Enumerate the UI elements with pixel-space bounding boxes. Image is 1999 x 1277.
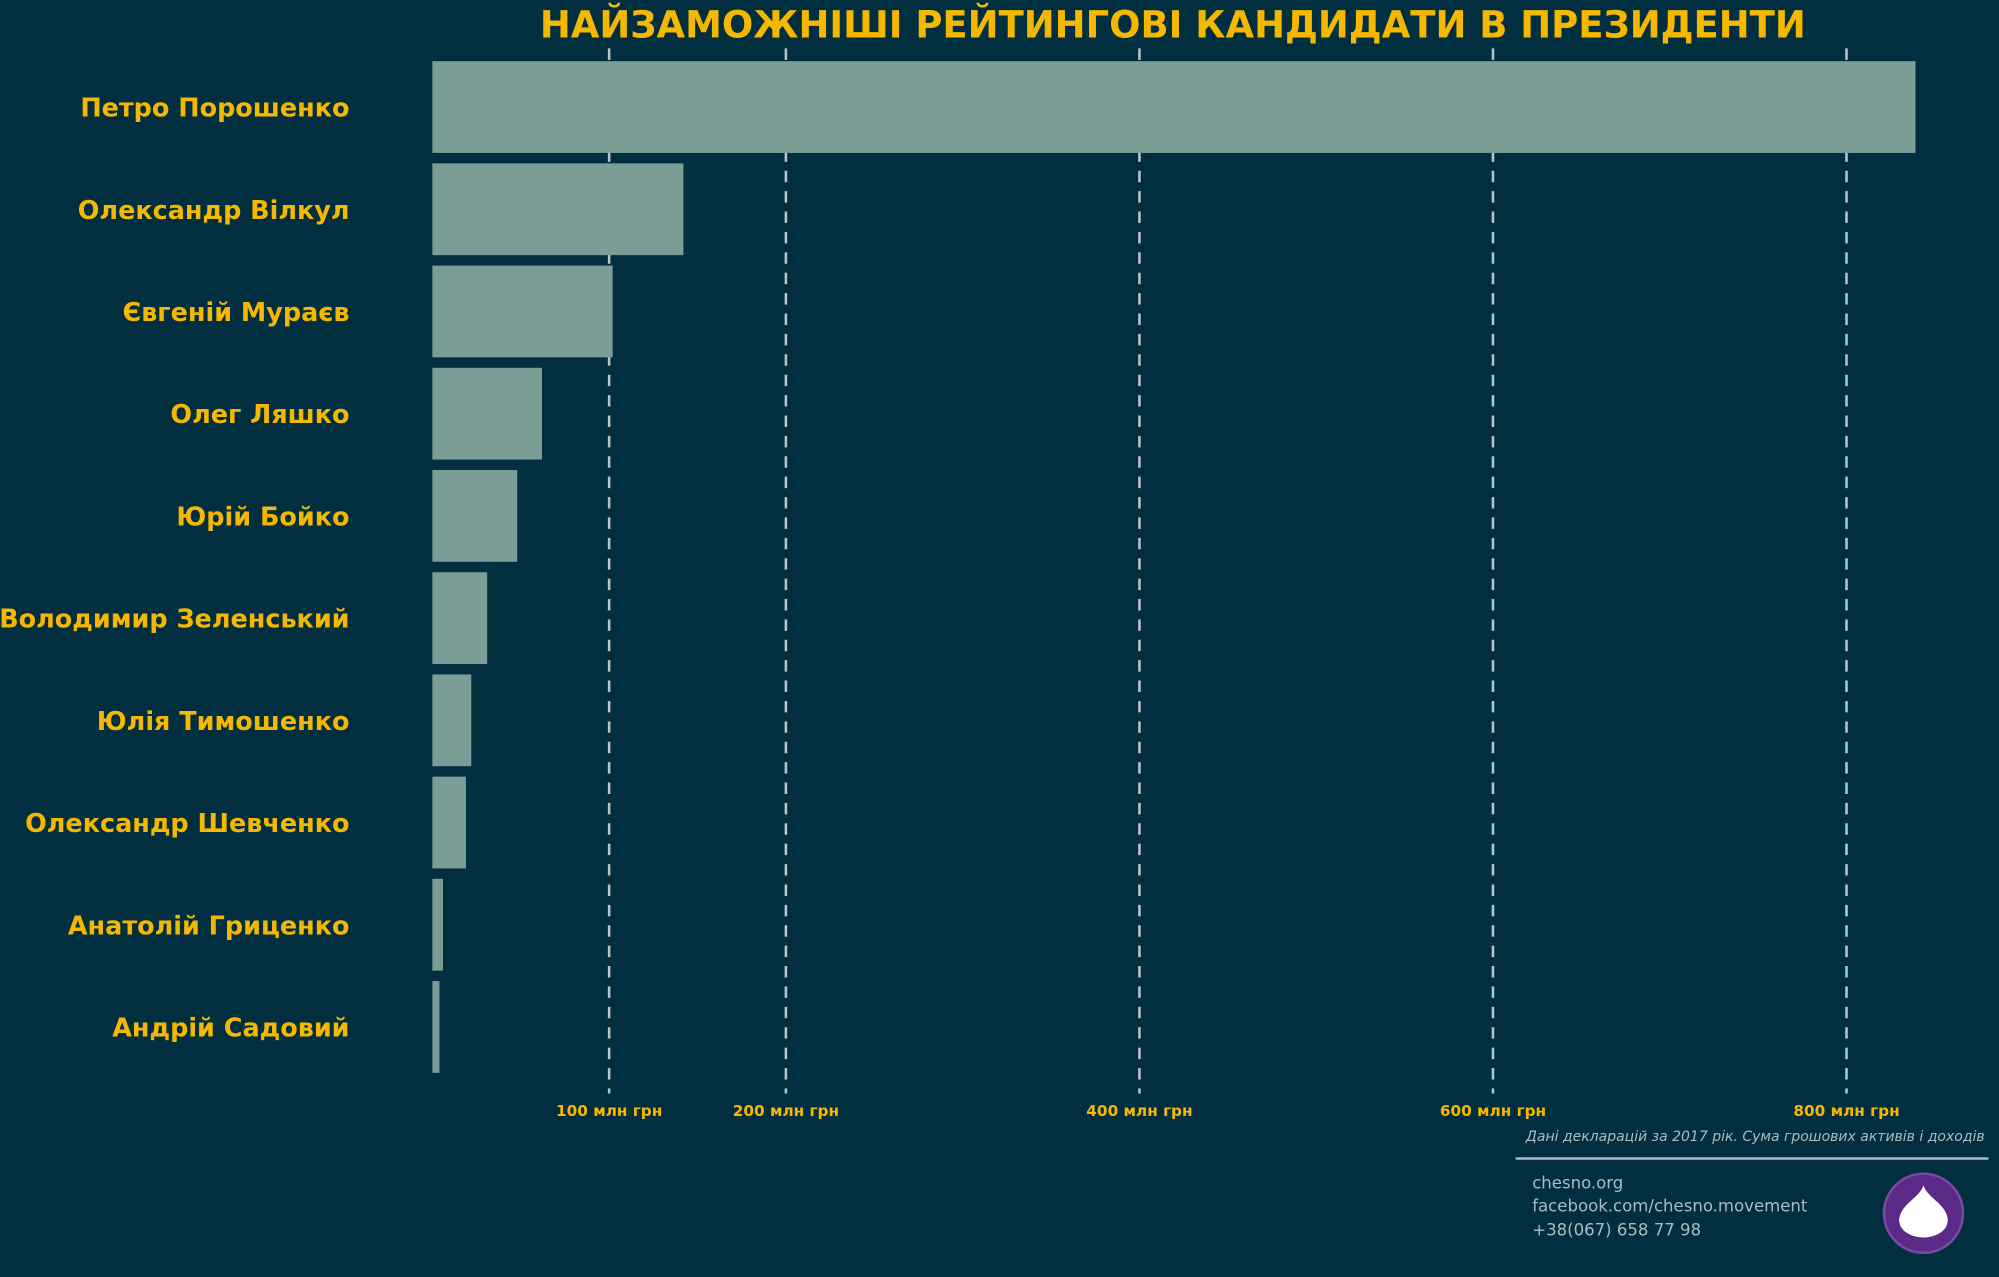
note: Дані декларацій за 2017 рік. Сума грошов… [1525, 1129, 1985, 1145]
y-tick-label: Володимир Зеленський [0, 605, 350, 635]
contact: chesno.org [1532, 1173, 1623, 1192]
x-tick-label: 800 млн грн [1793, 1102, 1899, 1120]
x-tick-label: 200 млн грн [733, 1102, 839, 1120]
bar [432, 878, 443, 971]
y-tick-label: Олександр Вілкул [78, 196, 350, 226]
x-tick-label: 600 млн грн [1440, 1102, 1546, 1120]
contact: facebook.com/chesno.movement [1532, 1196, 1808, 1215]
bar [432, 265, 613, 358]
logo [1882, 1172, 1965, 1255]
bar [432, 572, 488, 664]
y-tick-label: Юлія Тимошенко [97, 707, 350, 737]
bar [432, 981, 440, 1073]
bar [432, 470, 518, 562]
y-tick-label: Андрій Садовий [112, 1014, 349, 1044]
bar [432, 61, 1916, 153]
y-tick-label: Олександр Шевченко [25, 809, 349, 839]
bar [432, 776, 466, 869]
y-tick-label: Юрій Бойко [176, 502, 349, 532]
bar [432, 367, 542, 460]
y-tick-label: Анатолій Гриценко [68, 911, 350, 941]
y-tick-label: Петро Порошенко [80, 94, 349, 124]
bar [432, 674, 472, 767]
chart-title: НАЙЗАМОЖНІШІ РЕЙТИНГОВІ КАНДИДАТИ В ПРЕЗ… [540, 2, 1806, 46]
y-tick-label: Євгеній Мураєв [123, 298, 350, 328]
bars [432, 61, 1916, 1073]
bar [432, 163, 684, 256]
y-tick-label: Олег Ляшко [170, 400, 349, 430]
contact: +38(067) 658 77 98 [1532, 1221, 1701, 1240]
x-tick-label: 400 млн грн [1086, 1102, 1192, 1120]
x-tick-label: 100 млн грн [556, 1102, 662, 1120]
